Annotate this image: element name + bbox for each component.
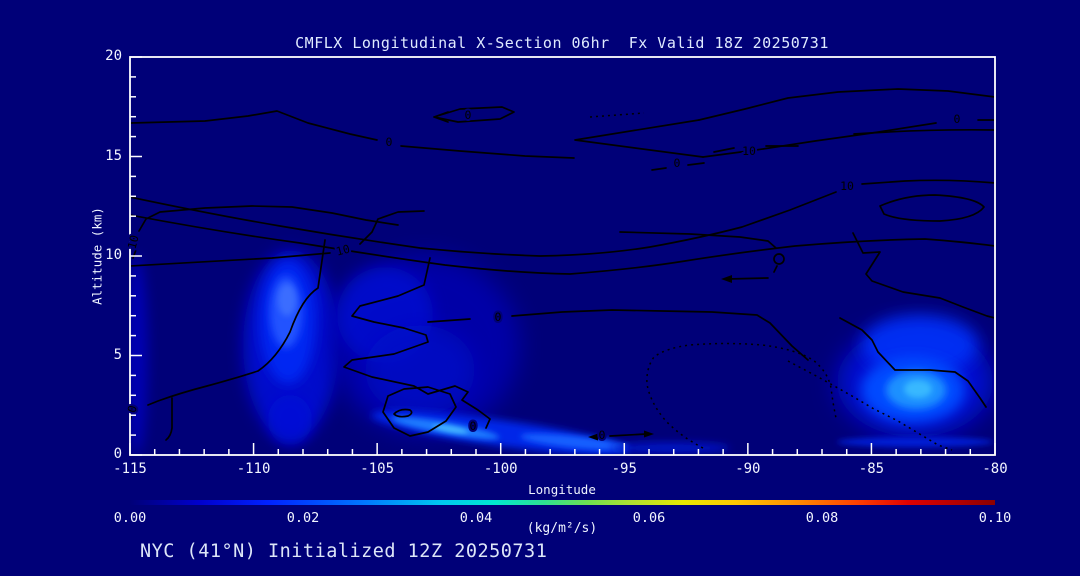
- contour-value-label: 10: [840, 179, 854, 193]
- flux-cell-right-upper: [862, 315, 978, 375]
- contour-line: [574, 119, 704, 158]
- y-tick-label: 5: [113, 346, 122, 363]
- contour-line: [382, 386, 457, 437]
- contour-line-dashed: [787, 360, 953, 451]
- contour-arrowhead-right: [644, 430, 654, 438]
- flux-cell-right-peak: [904, 380, 932, 398]
- contour-line: [702, 119, 994, 158]
- flux-streak-surface-bright-east: [520, 433, 630, 451]
- x-axis-label: Longitude: [528, 482, 596, 497]
- footer-caption: NYC (41°N) Initialized 12Z 20250731: [140, 541, 548, 562]
- contour-value-label: 0: [470, 419, 477, 433]
- contour-line-dashed: [646, 342, 837, 449]
- flux-streak-right-surface: [837, 437, 993, 447]
- contour-line-dashed: [589, 112, 645, 118]
- contour-line: [400, 145, 575, 159]
- contour-line: [343, 257, 491, 429]
- colorbar-tick-label: 0.08: [805, 510, 839, 526]
- colorbar-tick-label: 0.10: [978, 510, 1012, 526]
- x-tick-label: -80: [982, 461, 1008, 477]
- colorbar-units-label: (kg/m²/s): [526, 521, 598, 536]
- y-tick-label: 15: [105, 147, 122, 164]
- contour-value-label: 0: [386, 135, 393, 149]
- colorbar-tick-label: 0.04: [459, 510, 493, 526]
- contour-line: [165, 397, 173, 441]
- contour-line: [131, 239, 326, 421]
- flux-plume-left-tail: [268, 395, 312, 445]
- contour-line: [619, 231, 778, 280]
- x-tick-label: -95: [611, 461, 637, 477]
- x-tick-label: -105: [360, 461, 394, 477]
- contour-value-label: 0: [674, 156, 681, 170]
- contour-lines: [131, 88, 994, 451]
- contour-line: [433, 106, 515, 123]
- contour-line: [393, 408, 413, 418]
- contour-line: [132, 205, 399, 259]
- contour-line: [131, 179, 994, 257]
- contour-line: [698, 88, 994, 121]
- y-tick-label: 0: [113, 446, 122, 462]
- x-tick-label: -115: [113, 461, 147, 477]
- contour-value-label: 0: [465, 108, 472, 122]
- contour-line: [651, 162, 705, 171]
- contour-line: [131, 214, 994, 275]
- x-tick-label: -110: [236, 461, 271, 477]
- x-tick-label: -90: [735, 461, 761, 477]
- contour-line: [839, 317, 987, 408]
- filled-flux-regions: [131, 250, 993, 454]
- y-tick-label: 10: [105, 247, 122, 263]
- colorbar: [130, 500, 995, 505]
- flux-streak-surface-peak: [432, 424, 468, 434]
- contour-arrowhead-left: [588, 433, 598, 441]
- contour-line: [427, 309, 809, 361]
- axis-ticks: [129, 56, 996, 456]
- contour-line: [131, 110, 378, 141]
- contour-closed-dot: [773, 253, 785, 265]
- contour-value-label: 10: [334, 242, 351, 259]
- flux-patch-middle-low: [365, 325, 475, 415]
- contour-value-label: 0: [599, 428, 606, 442]
- colorbar-tick-label: 0.02: [286, 510, 320, 526]
- contour-value-label: 0: [954, 112, 961, 126]
- x-tick-label: -85: [858, 461, 885, 477]
- y-tick-label: 20: [105, 48, 122, 64]
- flux-streak-surface-tail: [610, 442, 730, 454]
- colorbar-tick-label: 0.00: [113, 510, 147, 526]
- flux-plume-left-peak: [278, 284, 296, 316]
- contour-arrowhead-left: [721, 275, 732, 283]
- contour-line: [853, 128, 994, 135]
- contour-value-label: 10: [742, 144, 756, 158]
- x-tick-label: -100: [483, 461, 518, 477]
- contour-line: [879, 194, 985, 222]
- colorbar-tick-label: 0.06: [632, 510, 666, 526]
- plot-title: CMFLX Longitudinal X-Section 06hr Fx Val…: [295, 34, 829, 52]
- flux-streak-left-edge: [131, 255, 148, 454]
- contour-line: [131, 210, 425, 267]
- contour-line: [713, 145, 799, 153]
- contour-value-label: 0: [495, 310, 502, 324]
- contour-value-label: 10: [125, 233, 142, 250]
- contour-line: [852, 232, 994, 319]
